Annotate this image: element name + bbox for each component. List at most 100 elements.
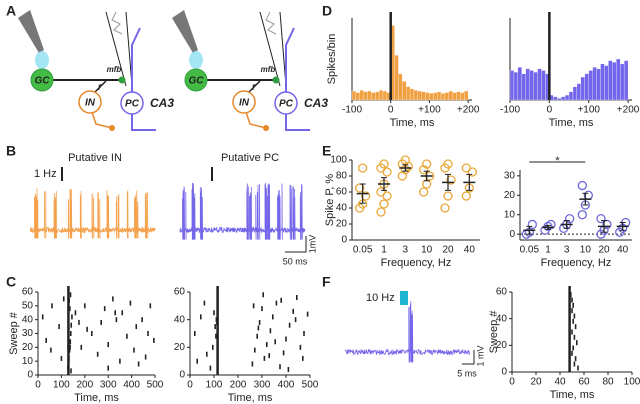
- x-tick-label: 40: [464, 245, 476, 256]
- data-point: [527, 219, 537, 230]
- data-point: [443, 159, 453, 169]
- hist-bar: [537, 68, 542, 101]
- hist-bar: [421, 91, 426, 101]
- data-point: [376, 187, 386, 197]
- y-tick-label: 0: [501, 367, 507, 378]
- y-tick-label: 20: [22, 342, 34, 353]
- hist-bar: [600, 63, 605, 101]
- hist-bar: [553, 96, 558, 101]
- pc-axon: [285, 113, 310, 131]
- significance-label: *: [555, 155, 560, 167]
- data-point: [461, 191, 471, 201]
- trace-title: Putative IN: [68, 152, 122, 164]
- in-label: IN: [239, 98, 250, 109]
- hist-bar: [378, 90, 384, 101]
- granule-cell: [184, 68, 208, 92]
- x-tick-label: 10: [580, 245, 592, 256]
- x-axis-label: Frequency, Hz: [541, 257, 612, 269]
- hist-bar: [529, 70, 534, 101]
- y-tick-label: 0: [509, 229, 515, 240]
- panel-label: A: [6, 3, 16, 19]
- hist-bar: [406, 86, 411, 101]
- x-tick-label: 300: [254, 380, 271, 391]
- x-axis-label: Time, ms: [74, 392, 119, 404]
- stim-electrode: [18, 10, 44, 53]
- hist-bar: [557, 98, 562, 101]
- hist-bar: [444, 92, 449, 101]
- y-tick-label: 60: [174, 287, 186, 298]
- y-tick-label: 80: [336, 171, 348, 182]
- pc-dendrite: [131, 27, 141, 93]
- x-tick-label: 3: [564, 245, 570, 256]
- hist-bar: [509, 70, 515, 101]
- x-tick-label: 40: [554, 377, 566, 388]
- hist-bar: [572, 86, 578, 101]
- ca3-label: CA3: [304, 96, 328, 110]
- mfb-bouton: [272, 76, 280, 84]
- y-tick-label: 30: [22, 328, 34, 339]
- data-point: [440, 203, 450, 213]
- pipette-wire: [111, 11, 123, 35]
- x-tick-label: 0: [187, 380, 193, 391]
- hist-bar: [437, 91, 442, 101]
- mfb-label: mfb: [261, 65, 276, 74]
- hist-bar: [580, 76, 585, 101]
- y-tick-label: 60: [496, 287, 508, 298]
- mfb-bouton: [118, 76, 126, 84]
- hist-bar: [568, 91, 574, 101]
- scale-bar: [285, 236, 307, 253]
- data-point: [376, 207, 386, 217]
- hist-bar: [371, 92, 376, 101]
- x-tick-label: -100: [342, 105, 362, 116]
- x-tick-label: 200: [76, 380, 93, 391]
- hist-bar: [525, 68, 530, 101]
- x-axis-label: Frequency, Hz: [381, 257, 452, 269]
- f-label: f: [252, 83, 256, 92]
- x-tick-label: 100: [206, 380, 223, 391]
- hist-bar: [533, 71, 538, 101]
- interneuron: [78, 90, 102, 114]
- hist-bar: [541, 70, 546, 101]
- stim-electrode: [172, 10, 198, 53]
- hist-bar: [456, 91, 461, 101]
- hist-bar: [367, 90, 372, 101]
- x-tick-label: 400: [278, 380, 295, 391]
- y-tick-label: 100: [330, 155, 347, 166]
- hist-bar: [363, 91, 368, 101]
- x-axis-label: Time, ms: [549, 117, 594, 129]
- data-point: [577, 180, 587, 191]
- panel-label: E: [322, 143, 331, 159]
- hist-bar: [429, 93, 434, 101]
- data-point: [400, 155, 410, 165]
- y-tick-label: 60: [22, 287, 34, 298]
- x-tick-label: 500: [302, 380, 319, 391]
- data-point: [379, 159, 389, 169]
- light-glow: [35, 51, 49, 69]
- hist-bar: [425, 92, 430, 101]
- panel-label: F: [322, 274, 331, 290]
- hist-bar: [616, 58, 621, 101]
- pc-axon: [131, 113, 156, 131]
- hist-bar: [564, 94, 570, 101]
- pc-label: PC: [125, 99, 140, 110]
- hist-bar: [584, 73, 589, 101]
- data-point: [596, 213, 606, 224]
- f-label: f: [98, 83, 102, 92]
- hist-bar: [394, 55, 399, 101]
- in-terminal: [263, 125, 269, 131]
- stim-label: 10 Hz: [366, 292, 395, 304]
- record-pipette: [259, 11, 281, 87]
- filopodium: [93, 80, 107, 94]
- in-terminal: [109, 125, 115, 131]
- y-axis-label: Sweep #: [488, 310, 500, 354]
- y-tick-label: 40: [174, 314, 186, 325]
- x-tick-label: 300: [100, 380, 117, 391]
- hist-bar: [351, 90, 357, 101]
- voltage-trace: [344, 301, 471, 363]
- pc-label: PC: [279, 99, 294, 110]
- x-tick-label: -100: [500, 105, 520, 116]
- hist-bar: [413, 90, 418, 101]
- pyramidal-cell: [274, 91, 298, 115]
- x-tick-label: 80: [602, 377, 614, 388]
- hist-bar: [612, 62, 617, 101]
